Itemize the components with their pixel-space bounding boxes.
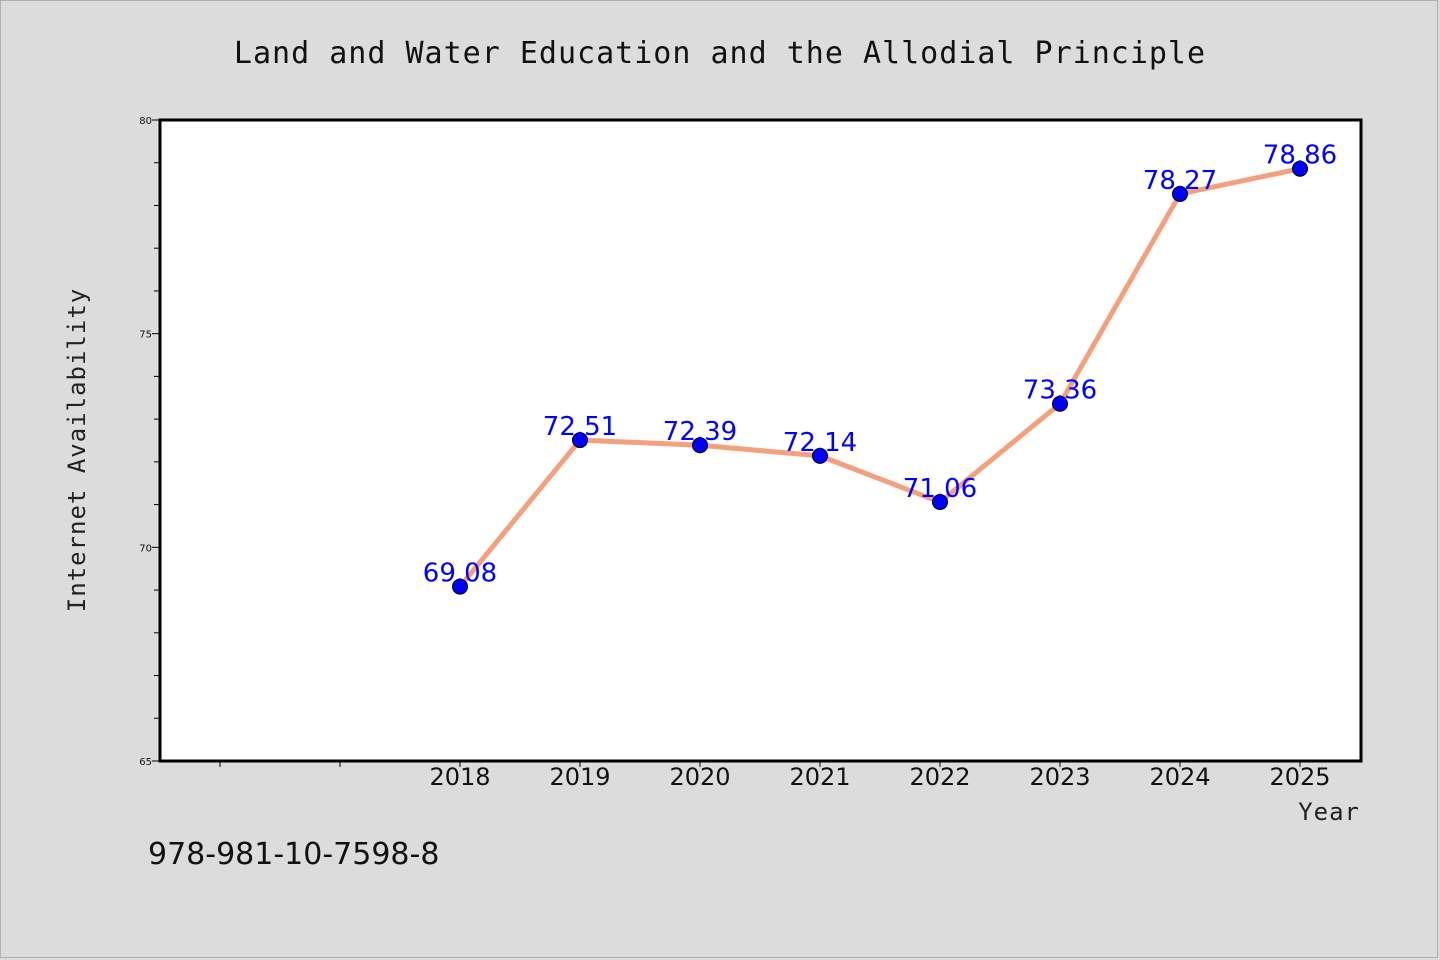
data-label: 72.14 — [783, 428, 857, 458]
plot-area — [158, 118, 1363, 763]
y-axis-label: Internet Availability — [63, 288, 91, 612]
data-label: 71.06 — [903, 474, 977, 504]
data-point — [932, 494, 948, 511]
data-label: 78.27 — [1143, 166, 1217, 196]
data-label: 78.86 — [1263, 141, 1337, 171]
data-label: 72.51 — [543, 412, 617, 442]
x-tick-label: 2019 — [549, 763, 610, 791]
data-label: 72.39 — [663, 417, 737, 447]
x-tick-label: 2024 — [1149, 763, 1210, 791]
y-tick-label: 80 — [139, 116, 152, 127]
data-point — [812, 447, 828, 464]
x-tick-label: 2018 — [429, 763, 490, 791]
data-point — [692, 437, 708, 454]
data-point — [1052, 395, 1068, 412]
data-point — [1292, 160, 1308, 177]
data-point — [572, 432, 588, 449]
y-tick-label: 65 — [139, 757, 152, 768]
data-label: 73.36 — [1023, 376, 1097, 406]
series-line — [457, 166, 1303, 590]
x-axis-label: Year — [1298, 798, 1360, 826]
data-label: 69.08 — [423, 559, 497, 589]
y-axis: 65 70 75 80 — [139, 116, 160, 768]
chart-title: Land and Water Education and the Allodia… — [234, 36, 1206, 71]
isbn-text: 978-981-10-7598-8 — [148, 837, 439, 872]
y-tick-label: 75 — [139, 330, 152, 341]
x-axis: 2018 2019 2020 2021 2022 2023 2024 2025 — [219, 761, 1331, 791]
x-tick-label: 2021 — [789, 763, 850, 791]
y-tick-label: 70 — [139, 543, 152, 554]
data-point — [452, 578, 468, 595]
data-point — [1172, 185, 1188, 202]
x-tick-label: 2020 — [669, 763, 730, 791]
x-tick-label: 2025 — [1269, 763, 1330, 791]
x-tick-label: 2022 — [909, 763, 970, 791]
series-group: 69.08 72.51 72.39 72.14 71.06 73.36 78.27 78.86 — [423, 141, 1337, 595]
x-tick-label: 2023 — [1029, 763, 1090, 791]
